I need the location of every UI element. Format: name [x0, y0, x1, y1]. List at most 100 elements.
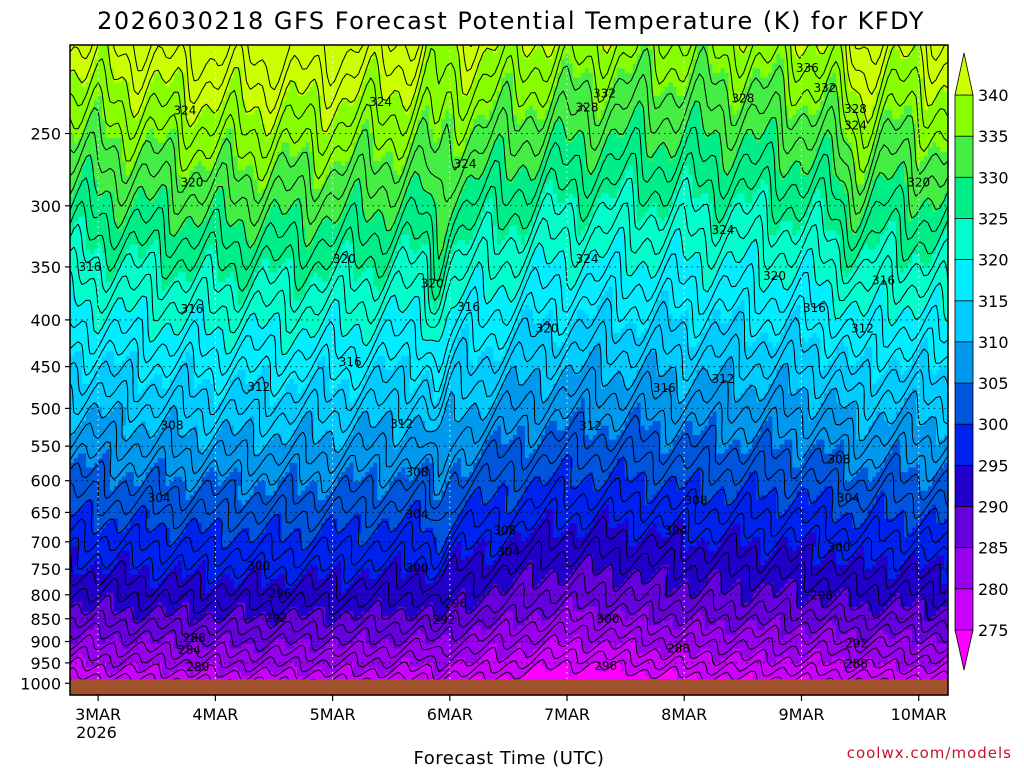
contour-fill	[473, 267, 478, 366]
contour-fill	[804, 342, 809, 390]
contour-fill	[309, 151, 315, 246]
contour-fill	[477, 625, 482, 659]
contour-fill	[181, 435, 187, 483]
contour-fill	[908, 365, 913, 394]
contour-fill	[509, 72, 514, 185]
contour-fill	[912, 667, 917, 682]
contour-fill	[445, 45, 450, 111]
contour-fill	[469, 472, 474, 496]
contour-fill	[804, 602, 809, 636]
contour-fill	[812, 634, 817, 650]
contour-fill	[692, 58, 698, 102]
contour-fill	[768, 383, 773, 418]
colorbar-label: 280	[978, 580, 1009, 599]
contour-fill	[445, 230, 450, 269]
contour-fill	[580, 309, 586, 366]
contour-fill	[421, 63, 426, 111]
contour-fill	[249, 45, 255, 116]
contour-fill	[652, 523, 658, 575]
contour-fill	[544, 110, 550, 148]
contour-fill	[149, 662, 155, 682]
contour-fill	[305, 91, 311, 144]
y-tick-label: 750	[30, 560, 61, 579]
contour-fill	[792, 551, 797, 580]
contour-fill	[449, 467, 454, 529]
colorbar-swatch	[954, 382, 974, 426]
contour-fill	[928, 671, 933, 682]
contour-fill	[688, 476, 694, 548]
contour-line	[69, 320, 949, 438]
contour-fill	[756, 648, 762, 682]
contour-fill	[233, 648, 239, 668]
contour-fill	[297, 639, 303, 678]
contour-fill	[904, 560, 909, 608]
contour-fill	[844, 671, 849, 682]
contour-fill	[632, 546, 638, 571]
contour-fill	[85, 467, 91, 501]
contour-fill	[740, 45, 746, 55]
contour-fill	[696, 105, 702, 199]
contour-fill	[357, 179, 362, 278]
x-tick-label: 6MAR	[427, 705, 473, 724]
contour-fill	[505, 611, 510, 659]
contour-fill	[900, 407, 905, 473]
contour-fill	[740, 193, 746, 260]
contour-fill	[668, 616, 674, 654]
contour-fill	[301, 328, 307, 390]
contour-fill	[137, 300, 143, 394]
contour-fill	[532, 45, 538, 51]
contour-fill	[385, 616, 390, 640]
contour-fill	[377, 597, 382, 645]
contour-fill	[333, 448, 338, 487]
contour-fill	[329, 393, 334, 431]
contour-fill	[161, 676, 167, 682]
contour-fill	[708, 318, 714, 380]
contour-fill	[457, 198, 462, 241]
contour-fill	[516, 45, 522, 125]
y-tick-label: 450	[30, 358, 61, 377]
contour-fill	[77, 453, 83, 510]
contour-fill	[149, 82, 155, 130]
contour-fill	[233, 537, 239, 589]
contour-fill	[720, 68, 726, 171]
y-tick-label: 850	[30, 610, 61, 629]
contour-fill	[636, 337, 642, 371]
contour-fill	[808, 45, 813, 116]
contour-fill	[413, 634, 418, 668]
contour-fill	[828, 45, 833, 79]
contour-fill	[269, 170, 275, 209]
contour-fill	[868, 639, 873, 659]
contour-fill	[628, 318, 634, 390]
contour-fill	[465, 244, 470, 288]
contour-fill	[169, 323, 175, 380]
contour-fill	[700, 537, 706, 589]
contour-fill	[125, 527, 131, 552]
contour-fill	[225, 634, 231, 673]
contour-fill	[429, 462, 434, 529]
contour-fill	[405, 616, 410, 640]
contour-fill	[289, 258, 295, 348]
contour-fill	[293, 583, 299, 608]
contour-fill	[536, 444, 542, 478]
plot-frame	[69, 44, 949, 696]
contour-fill	[501, 240, 506, 288]
y-axis: 2503003504004505005506006507007508008509…	[20, 125, 70, 693]
contour-fill	[724, 448, 730, 506]
contour-fill	[85, 156, 91, 250]
contour-fill	[77, 77, 83, 139]
contour-fill	[297, 393, 303, 427]
contour-fill	[137, 45, 143, 116]
contour-fill	[628, 481, 634, 548]
contour-fill	[680, 314, 686, 404]
contour-fill	[457, 58, 462, 158]
contour-fill	[772, 379, 777, 450]
contour-fill	[377, 161, 382, 213]
y-tick-label: 800	[30, 586, 61, 605]
contour-fill	[624, 170, 630, 278]
contour-label: 304	[148, 491, 171, 505]
contour-fill	[313, 82, 319, 190]
contour-fill	[892, 323, 897, 357]
contour-fill	[405, 188, 410, 236]
contour-fill	[640, 472, 646, 538]
contour-fill	[485, 648, 490, 682]
